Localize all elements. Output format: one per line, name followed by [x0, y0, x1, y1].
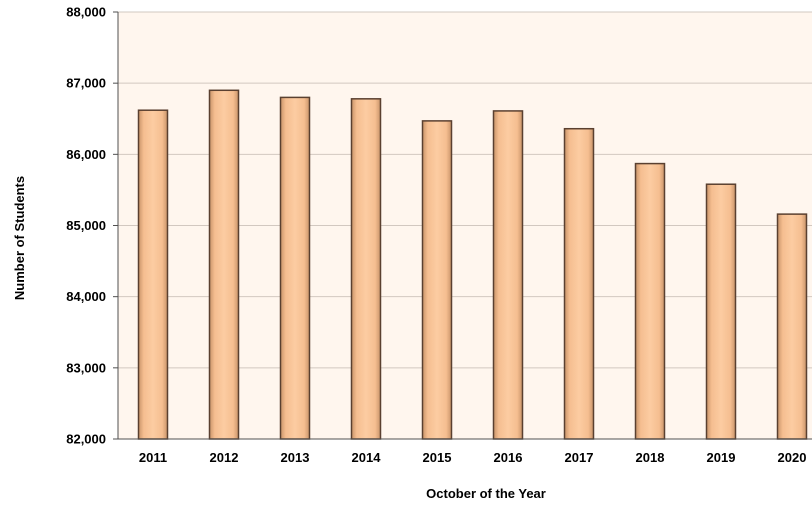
y-tick-label: 82,000 — [66, 432, 106, 447]
bar-2019 — [705, 183, 737, 440]
bar-2012 — [208, 89, 240, 440]
bar-2013 — [279, 96, 311, 440]
x-tick-label: 2019 — [707, 450, 736, 465]
y-tick-labels: 82,000 83,000 84,000 85,000 86,000 87,000 88,0… — [66, 5, 118, 447]
bar-2016 — [492, 110, 524, 440]
bar-2015 — [421, 120, 453, 440]
y-tick-label: 87,000 — [66, 76, 106, 91]
x-tick-label: 2018 — [636, 450, 665, 465]
y-tick-label: 85,000 — [66, 218, 106, 233]
x-tick-label: 2014 — [352, 450, 382, 465]
x-tick-label: 2016 — [494, 450, 523, 465]
bar-2020 — [776, 213, 808, 440]
bar-2014 — [350, 98, 382, 440]
x-tick-label: 2012 — [210, 450, 239, 465]
y-tick-label: 88,000 — [66, 5, 106, 20]
x-tick-label: 2017 — [565, 450, 594, 465]
x-tick-label: 2013 — [281, 450, 310, 465]
y-tick-label: 83,000 — [66, 360, 106, 375]
y-tick-label: 86,000 — [66, 147, 106, 162]
y-axis-title: Number of Students — [12, 176, 27, 300]
x-tick-label: 2011 — [139, 450, 167, 465]
bars — [137, 89, 808, 440]
bar-2017 — [563, 127, 595, 440]
x-axis-title: October of the Year — [426, 486, 546, 501]
y-tick-label: 84,000 — [66, 289, 106, 304]
bar-2018 — [634, 162, 666, 440]
x-tick-label: 2020 — [778, 450, 807, 465]
x-tick-label: 2015 — [423, 450, 452, 465]
x-tick-labels: 2011 2012 2013 2014 2015 2016 2017 2018 2019 2020 — [139, 450, 807, 465]
bar-2011 — [137, 109, 169, 440]
